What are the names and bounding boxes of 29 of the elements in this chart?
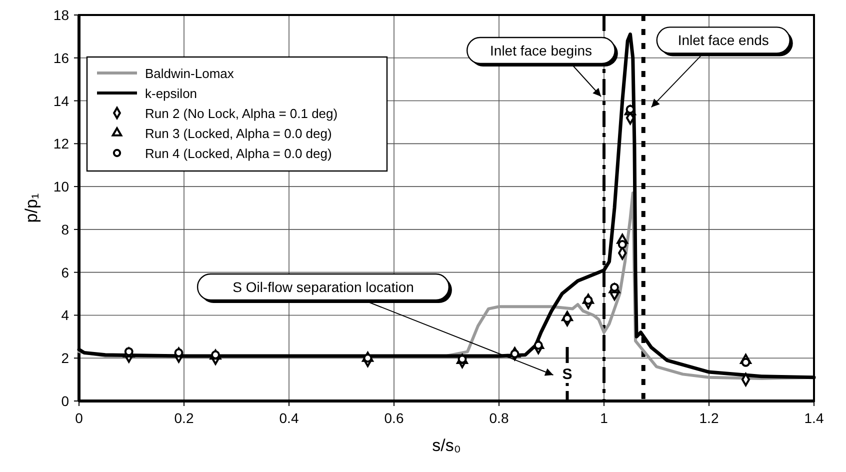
legend-label: k-epsilon [145, 86, 198, 101]
annotation: S Oil-flow separation location [232, 279, 414, 295]
legend-label: Run 2 (No Lock, Alpha = 0.1 deg) [145, 106, 338, 121]
annotation: Inlet face begins [490, 42, 592, 58]
x-tick-label: 1.2 [699, 410, 719, 426]
y-tick-label: 6 [61, 264, 70, 280]
x-tick-label: 1 [600, 410, 608, 426]
x-tick-label: 0 [75, 410, 84, 426]
y-tick-label: 8 [61, 221, 70, 238]
x-tick-label: 0.4 [279, 410, 299, 426]
legend-label: Baldwin-Lomax [145, 66, 234, 81]
x-tick-label: 0.2 [174, 410, 194, 426]
y-tick-label: 2 [61, 350, 70, 366]
x-tick-label: 1.4 [804, 410, 824, 426]
y-tick-label: 18 [53, 7, 70, 23]
y-tick-label: 0 [61, 393, 70, 409]
y-tick-label: 10 [53, 178, 70, 195]
legend-label: Run 4 (Locked, Alpha = 0.0 deg) [145, 146, 332, 161]
y-tick-label: 14 [53, 92, 70, 109]
legend-label: Run 3 (Locked, Alpha = 0.0 deg) [145, 126, 332, 141]
y-tick-label: 4 [61, 307, 70, 324]
y-axis-title: p/p₁ [22, 193, 41, 223]
x-tick-label: 0.8 [489, 410, 509, 426]
x-axis-title: s/s₀ [432, 436, 461, 455]
y-tick-label: 12 [53, 136, 70, 152]
annotation: Inlet face ends [678, 32, 769, 48]
ref-line-label: S [562, 366, 572, 383]
y-tick-label: 16 [53, 50, 70, 66]
x-tick-label: 0.6 [384, 410, 404, 426]
